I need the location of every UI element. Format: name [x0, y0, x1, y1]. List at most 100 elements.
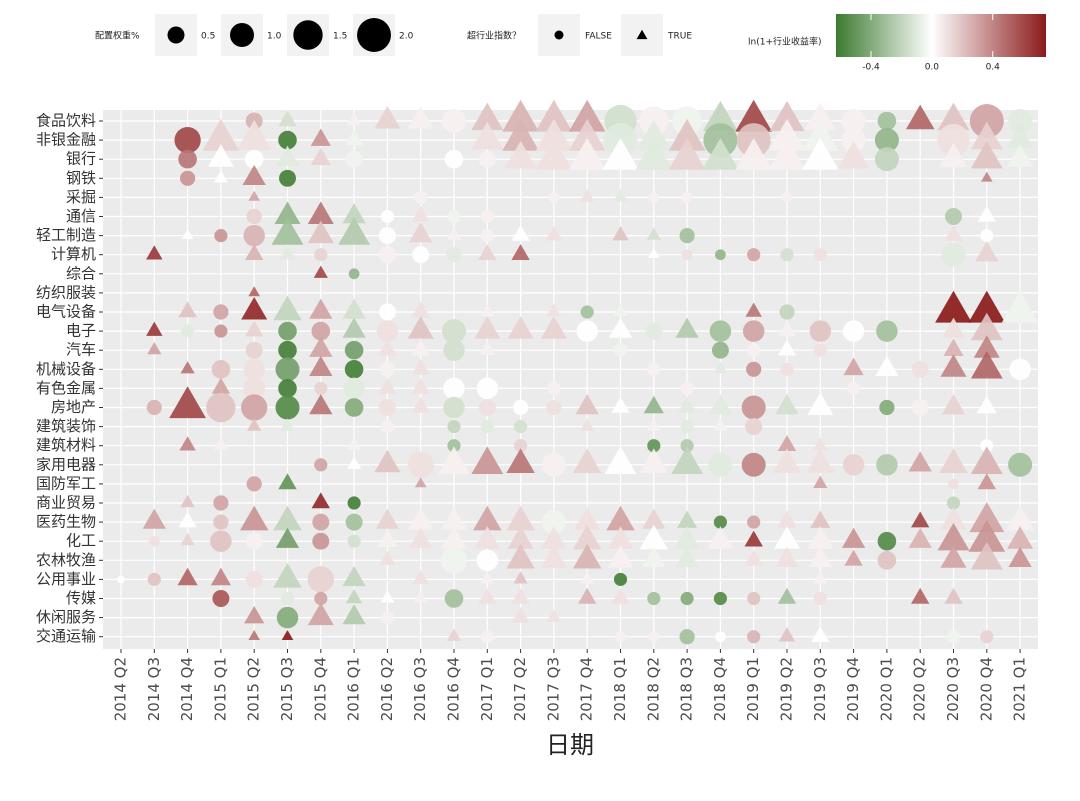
point-triangle	[642, 546, 666, 568]
point-triangle	[671, 446, 704, 474]
point-triangle	[412, 569, 429, 585]
point-circle	[842, 320, 865, 342]
point-triangle	[273, 562, 302, 588]
point-triangle	[970, 312, 1003, 341]
point-triangle	[211, 377, 231, 394]
point-circle	[181, 324, 195, 338]
point-triangle	[841, 527, 866, 548]
point-circle	[480, 630, 494, 644]
point-circle	[680, 439, 694, 453]
point-triangle	[735, 99, 773, 132]
point-triangle	[1001, 290, 1039, 323]
point-circle	[440, 547, 468, 574]
point-triangle	[613, 189, 628, 202]
plot-panel	[103, 110, 1038, 649]
point-circle	[980, 439, 994, 453]
point-triangle	[801, 137, 839, 170]
point-circle	[444, 149, 464, 169]
y-tick-label: 钢铁	[66, 169, 96, 187]
legend-shape	[554, 30, 564, 40]
point-triangle	[970, 121, 1003, 150]
point-triangle	[180, 361, 195, 374]
point-triangle	[777, 587, 797, 604]
point-triangle	[646, 227, 661, 240]
point-circle	[214, 229, 228, 243]
point-circle	[478, 150, 496, 168]
point-triangle	[342, 317, 366, 338]
point-triangle	[181, 228, 194, 239]
y-tick-label: 商业贸易	[36, 494, 96, 512]
point-circle	[347, 534, 361, 548]
point-triangle	[407, 106, 434, 129]
point-circle	[813, 591, 827, 606]
point-triangle	[380, 590, 395, 603]
point-circle	[347, 496, 361, 510]
point-triangle	[474, 316, 501, 339]
point-triangle	[245, 244, 264, 261]
point-circle	[613, 343, 628, 357]
point-circle	[344, 398, 364, 417]
y-tick-label: 机械设备	[36, 360, 96, 378]
point-triangle	[147, 341, 162, 355]
point-triangle	[911, 511, 930, 528]
point-circle	[414, 190, 428, 204]
point-triangle	[572, 543, 602, 569]
legend-label: 1.0	[267, 32, 282, 42]
point-triangle	[937, 102, 970, 131]
point-triangle	[777, 320, 797, 337]
point-triangle	[507, 316, 534, 339]
point-triangle	[377, 529, 398, 548]
y-tick-label: 通信	[66, 207, 96, 225]
point-triangle	[911, 587, 930, 604]
point-triangle	[639, 448, 669, 474]
point-triangle	[502, 118, 539, 151]
point-triangle	[479, 340, 496, 355]
point-triangle	[943, 338, 964, 357]
y-tick-label: 医药生物	[36, 513, 96, 531]
color-bar	[836, 14, 1046, 57]
point-triangle	[1007, 125, 1034, 148]
point-triangle	[307, 602, 334, 626]
point-circle	[911, 360, 929, 378]
point-triangle	[939, 142, 968, 168]
y-tick-label: 建筑装饰	[36, 417, 96, 435]
point-triangle	[546, 303, 562, 317]
point-circle	[647, 439, 661, 453]
point-triangle	[801, 118, 839, 151]
point-circle	[980, 229, 994, 243]
point-triangle	[275, 145, 300, 166]
point-circle	[713, 515, 727, 529]
point-circle	[680, 591, 694, 606]
y-tick-label: 休闲服务	[36, 608, 96, 626]
point-triangle	[409, 527, 433, 548]
y-tick-label: 银行	[66, 150, 96, 168]
point-triangle	[307, 201, 334, 224]
point-circle	[480, 420, 494, 434]
point-circle	[809, 320, 832, 342]
point-circle	[946, 496, 961, 510]
x-tick-label: 2014 Q2	[112, 657, 130, 721]
point-triangle	[471, 446, 504, 474]
point-circle	[148, 535, 160, 547]
point-circle	[312, 513, 330, 531]
point-triangle	[674, 526, 701, 549]
point-circle	[380, 209, 394, 224]
point-circle	[280, 591, 295, 606]
point-triangle	[607, 545, 634, 568]
point-circle	[877, 551, 897, 570]
y-tick-label: 家用电器	[36, 455, 96, 473]
point-circle	[548, 192, 560, 203]
x-tick-label: 2019 Q1	[744, 657, 762, 721]
point-circle	[478, 399, 496, 416]
x-tick-label: 2016 Q4	[445, 657, 463, 721]
point-circle	[180, 170, 196, 186]
point-circle	[680, 381, 694, 395]
x-tick-label: 2015 Q2	[245, 657, 263, 721]
point-triangle	[309, 336, 333, 357]
point-triangle	[346, 456, 362, 469]
point-triangle	[908, 527, 932, 548]
point-circle	[213, 304, 229, 320]
point-circle	[747, 515, 761, 529]
point-circle	[278, 130, 297, 150]
point-triangle	[546, 609, 562, 622]
